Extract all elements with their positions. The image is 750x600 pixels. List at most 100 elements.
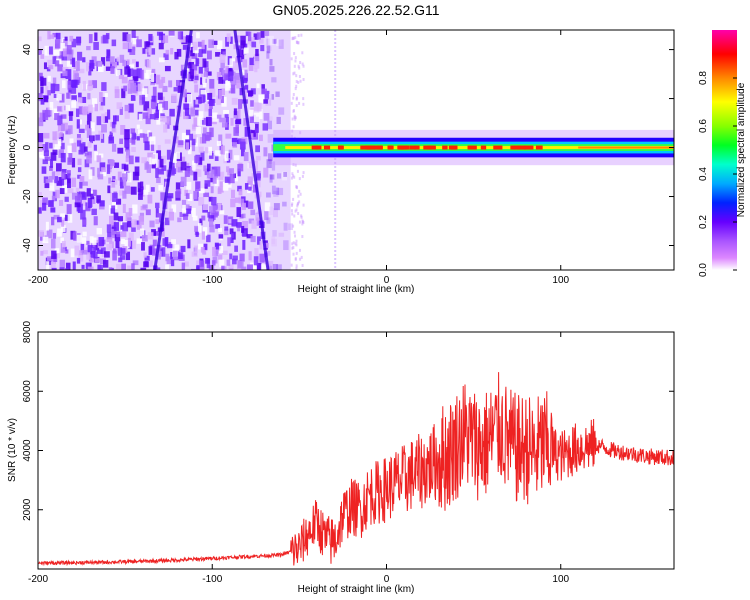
noise-speckle bbox=[193, 190, 198, 200]
noise-speckle bbox=[198, 49, 203, 58]
noise-speckle bbox=[219, 181, 225, 187]
noise-speckle bbox=[237, 138, 244, 145]
noise-speckle bbox=[299, 248, 302, 252]
noise-speckle bbox=[46, 256, 53, 261]
noise-speckle bbox=[78, 254, 84, 262]
noise-speckle bbox=[178, 140, 184, 146]
noise-speckle bbox=[108, 177, 112, 184]
noise-speckle bbox=[81, 237, 87, 244]
noise-speckle bbox=[101, 167, 106, 173]
noise-speckle bbox=[219, 67, 224, 76]
noise-speckle bbox=[102, 260, 109, 268]
noise-speckle bbox=[166, 243, 173, 249]
artifact-dot bbox=[334, 238, 337, 240]
noise-speckle bbox=[242, 75, 248, 84]
noise-speckle bbox=[88, 197, 92, 208]
noise-speckle bbox=[229, 36, 233, 44]
noise-speckle bbox=[38, 93, 43, 102]
noise-speckle bbox=[82, 231, 87, 237]
noise-speckle bbox=[269, 66, 275, 72]
noise-speckle bbox=[94, 242, 100, 251]
noise-speckle bbox=[100, 269, 107, 270]
spectrogram-ytick-label: -40 bbox=[22, 238, 33, 253]
colorbar-tick-label: 0.8 bbox=[698, 71, 709, 85]
noise-speckle bbox=[171, 239, 176, 245]
noise-speckle bbox=[100, 57, 106, 66]
artifact-dot bbox=[334, 210, 337, 212]
noise-speckle bbox=[292, 197, 295, 201]
noise-speckle bbox=[266, 265, 273, 270]
noise-speckle bbox=[192, 47, 199, 53]
noise-speckle bbox=[264, 210, 269, 221]
noise-speckle bbox=[172, 153, 177, 163]
noise-speckle bbox=[298, 177, 301, 181]
noise-speckle bbox=[68, 125, 73, 135]
noise-speckle bbox=[142, 235, 148, 242]
noise-speckle bbox=[232, 255, 238, 261]
noise-speckle bbox=[249, 57, 256, 66]
noise-speckle bbox=[117, 216, 124, 222]
noise-speckle bbox=[111, 221, 116, 226]
noise-speckle bbox=[212, 256, 218, 264]
artifact-dot bbox=[334, 130, 337, 132]
spectrogram-ytick-label: 0 bbox=[22, 144, 33, 150]
noise-speckle bbox=[294, 87, 297, 91]
noise-speckle bbox=[149, 136, 156, 145]
noise-speckle bbox=[229, 173, 235, 184]
noise-speckle bbox=[161, 247, 166, 257]
noise-speckle bbox=[43, 132, 50, 139]
noise-speckle bbox=[218, 254, 223, 260]
noise-speckle bbox=[109, 131, 113, 136]
noise-speckle bbox=[52, 136, 59, 145]
noise-speckle bbox=[129, 46, 136, 55]
noise-speckle bbox=[42, 159, 48, 165]
noise-speckle bbox=[139, 100, 143, 106]
noise-speckle bbox=[147, 232, 154, 240]
noise-speckle bbox=[86, 240, 90, 245]
noise-speckle bbox=[49, 101, 54, 111]
noise-speckle bbox=[262, 123, 269, 131]
noise-speckle bbox=[48, 175, 53, 186]
noise-speckle bbox=[295, 79, 298, 83]
noise-speckle bbox=[244, 126, 251, 137]
noise-speckle bbox=[299, 192, 302, 196]
noise-speckle bbox=[266, 38, 270, 49]
noise-speckle bbox=[182, 44, 189, 50]
snr-xtick-label: 0 bbox=[384, 574, 390, 585]
noise-speckle bbox=[39, 112, 43, 122]
noise-speckle bbox=[297, 211, 300, 215]
noise-speckle bbox=[290, 134, 293, 138]
noise-speckle bbox=[295, 104, 298, 108]
noise-speckle bbox=[237, 163, 244, 172]
noise-speckle bbox=[248, 186, 252, 191]
noise-speckle bbox=[80, 209, 86, 220]
noise-speckle bbox=[244, 183, 249, 190]
noise-speckle bbox=[209, 78, 215, 89]
noise-speckle bbox=[65, 249, 69, 254]
noise-speckle bbox=[203, 165, 207, 172]
noise-speckle bbox=[87, 142, 92, 148]
noise-speckle bbox=[266, 116, 273, 121]
noise-speckle bbox=[84, 146, 88, 152]
noise-speckle bbox=[42, 202, 47, 211]
noise-speckle bbox=[96, 155, 102, 163]
noise-speckle bbox=[70, 248, 75, 258]
noise-speckle bbox=[195, 126, 201, 135]
noise-speckle bbox=[77, 158, 82, 166]
noise-speckle bbox=[297, 41, 300, 45]
figure-title: GN05.2025.226.22.52.G11 bbox=[272, 2, 439, 18]
noise-speckle bbox=[122, 203, 126, 214]
artifact-dot bbox=[334, 38, 337, 40]
noise-speckle bbox=[276, 116, 281, 125]
noise-speckle bbox=[49, 34, 55, 39]
snr-ytick-label: 6000 bbox=[22, 380, 33, 403]
noise-speckle bbox=[40, 86, 44, 94]
noise-speckle bbox=[87, 84, 94, 90]
noise-speckle bbox=[97, 167, 101, 178]
noise-speckle bbox=[159, 158, 164, 168]
noise-speckle bbox=[127, 237, 131, 247]
artifact-dot bbox=[334, 262, 337, 264]
noise-speckle bbox=[208, 215, 215, 222]
noise-speckle bbox=[124, 104, 130, 112]
noise-speckle bbox=[58, 199, 64, 206]
